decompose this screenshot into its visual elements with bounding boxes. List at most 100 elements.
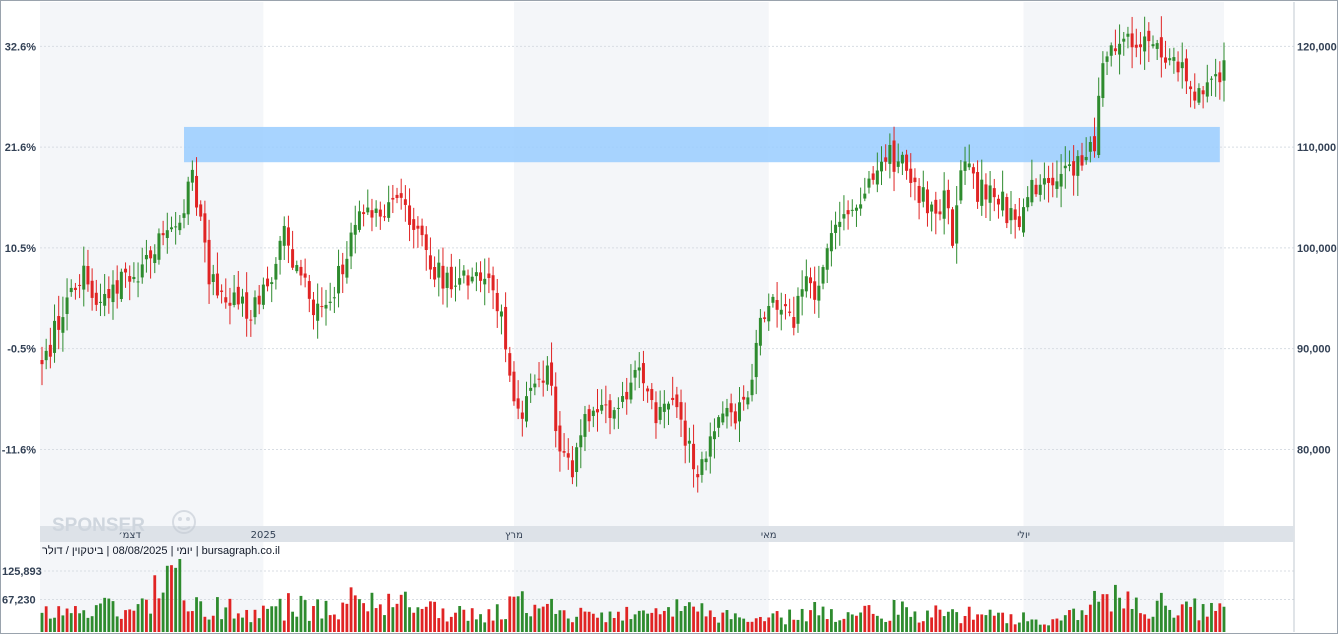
candle-body <box>98 301 102 303</box>
volume-bar <box>454 612 457 632</box>
time-tick-label: יולי <box>1017 530 1030 541</box>
volume-bar <box>784 624 787 632</box>
candle-body <box>625 391 629 400</box>
volume-bar <box>566 618 570 632</box>
candle-body <box>621 396 625 402</box>
volume-bar <box>1009 614 1013 632</box>
candle-body <box>178 222 182 231</box>
volume-bar <box>78 613 81 632</box>
candle-body <box>1034 184 1038 195</box>
candle-body <box>420 225 424 236</box>
candle-body <box>1109 45 1113 56</box>
percent-tick-label: -0.5% <box>7 344 36 356</box>
candle-body <box>408 205 412 225</box>
candle-body <box>600 404 604 411</box>
volume-bar <box>211 615 215 632</box>
volume-bar <box>675 599 679 632</box>
volume-bar <box>959 623 963 632</box>
volume-bar <box>587 611 591 632</box>
candle-body <box>662 403 666 412</box>
volume-bar <box>692 606 695 632</box>
candle-body <box>1143 36 1147 52</box>
volume-bar <box>1172 617 1176 632</box>
candle-body <box>524 396 528 422</box>
volume-bar <box>1147 618 1151 632</box>
price-tick-label: 80,000 <box>1297 444 1331 456</box>
candle-body <box>437 262 441 278</box>
candle-body <box>48 344 52 357</box>
volume-bar <box>420 608 424 632</box>
volume-bar <box>470 608 474 632</box>
candle-body <box>466 275 470 286</box>
volume-bar <box>687 602 691 632</box>
volume-bar <box>383 615 386 632</box>
time-tick-label: מאי <box>761 530 777 541</box>
volume-bar <box>1101 594 1105 632</box>
volume-bar <box>767 617 771 632</box>
time-axis-background <box>40 526 1294 542</box>
candle-body <box>470 276 474 282</box>
volume-bar <box>341 602 345 632</box>
volume-bar <box>1218 603 1222 632</box>
candle-body <box>499 311 503 317</box>
volume-bar <box>541 606 545 632</box>
candle-body <box>487 273 491 279</box>
candle-body <box>1205 82 1209 97</box>
candle-body <box>111 284 115 303</box>
candle-body <box>220 290 224 292</box>
candle-body <box>804 276 808 292</box>
candle-body <box>683 420 687 446</box>
volume-bar <box>174 567 178 632</box>
candle-body <box>566 453 570 458</box>
candle-body <box>190 169 194 183</box>
candle-body <box>153 254 157 264</box>
volume-bar <box>1059 620 1063 632</box>
volume-bar <box>813 602 817 632</box>
candle-body <box>1113 48 1117 52</box>
volume-bar <box>199 601 203 632</box>
candle-body <box>1193 91 1197 101</box>
volume-bar <box>825 619 829 632</box>
candle-body <box>512 371 516 402</box>
candle-body <box>495 292 499 312</box>
volume-bar <box>190 611 194 632</box>
volume-bar <box>48 618 52 632</box>
candle-body <box>888 144 892 164</box>
candle-body <box>428 255 432 270</box>
volume-bar <box>1176 615 1180 632</box>
volume-bar <box>1080 610 1084 632</box>
candle-body <box>1138 44 1142 48</box>
volume-bar <box>829 609 833 632</box>
volume-bar <box>921 621 925 632</box>
candle-body <box>516 398 520 409</box>
candle-body <box>357 211 361 230</box>
candle-body <box>1197 88 1201 103</box>
volume-bar <box>1114 584 1117 632</box>
volume-bar <box>1118 597 1121 632</box>
volume-bar <box>976 614 979 632</box>
volume-bar <box>1168 609 1172 632</box>
volume-bar <box>324 600 328 632</box>
candle-body <box>332 297 336 299</box>
candle-body <box>1168 58 1172 61</box>
volume-bar <box>1093 590 1096 632</box>
candle-body <box>980 179 984 206</box>
candle-body <box>362 212 366 215</box>
candle-body <box>984 184 988 200</box>
candle-body <box>1218 72 1222 83</box>
candle-body <box>880 161 884 172</box>
volume-bar <box>345 603 349 632</box>
candle-body <box>257 295 261 305</box>
volume-bar <box>266 608 269 632</box>
volume-bar <box>1022 612 1025 632</box>
candle-body <box>291 249 295 268</box>
volume-bar <box>779 617 783 632</box>
volume-bar <box>1109 611 1113 632</box>
volume-bar <box>516 596 520 632</box>
volume-bar <box>850 614 854 632</box>
volume-bar <box>863 605 867 632</box>
volume-bar <box>437 618 441 632</box>
candle-body <box>829 233 833 252</box>
volume-bar <box>550 598 553 632</box>
price-tick-label: 90,000 <box>1297 344 1331 356</box>
